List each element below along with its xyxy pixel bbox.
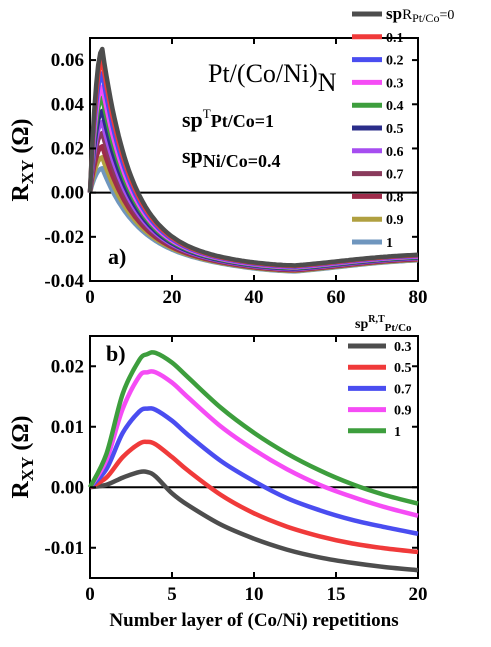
y-tick-label: -0.04 [44, 271, 84, 292]
series-line-1 [87, 350, 419, 506]
y-tick-label: -0.02 [44, 227, 84, 248]
x-tick-label: 0 [85, 584, 95, 605]
panel-b-legend: spR,TPt/Co 0.3 0.5 0.7 0.9 1 [348, 314, 412, 440]
panel-a-ticks: 0 20 40 60 80 -0.04 -0.02 0.00 0.02 0.04 0.06 [44, 38, 428, 308]
panel-b-x-axis-label: Number layer of (Co/Ni) repetitions [109, 610, 398, 631]
legend-label: 0.6 [386, 145, 404, 160]
y-tick-label: 0.00 [51, 183, 84, 204]
legend-label: 0.4 [386, 99, 404, 114]
series-line-0.9 [88, 369, 419, 518]
y-tick-label: 0.04 [51, 94, 85, 115]
legend-label: 0.1 [386, 31, 404, 46]
panel-a-y-axis-label: RXY (Ω) [8, 118, 37, 201]
legend-label: 0.2 [386, 54, 404, 69]
legend-label: 0.8 [386, 190, 404, 205]
x-tick-label: 80 [409, 287, 428, 308]
y-tick-label: 0.02 [51, 138, 84, 159]
panel-a-curves [87, 46, 419, 274]
series-line-0 [87, 46, 419, 268]
legend-label: 0.3 [394, 340, 412, 355]
legend-label: 0.5 [394, 361, 412, 376]
x-tick-label: 10 [245, 584, 264, 605]
legend-label: 1 [386, 236, 393, 251]
panel-a-label: a) [108, 244, 126, 269]
panel-b-y-axis-label: RXY (Ω) [8, 415, 37, 498]
series-line-0.5 [88, 439, 419, 555]
x-tick-label: 15 [327, 584, 346, 605]
legend-label: 0.9 [394, 404, 412, 419]
legend-label: 1 [394, 425, 401, 440]
x-tick-label: 20 [409, 584, 428, 605]
panel-a: 0 20 40 60 80 -0.04 -0.02 0.00 0.02 0.04 0.06 a) P… [8, 4, 454, 308]
series-line-0.7 [88, 406, 419, 537]
x-tick-label: 60 [327, 287, 346, 308]
y-tick-label: 0.01 [51, 417, 84, 438]
annotation-sp-t: spTPt/Co=1 [182, 106, 274, 132]
panel-b-label: b) [106, 341, 126, 366]
legend-label: 0.7 [394, 382, 412, 397]
panel-b: 0 5 10 15 20 -0.01 0.00 0.01 0.02 b) RXY (Ω) Num… [8, 314, 428, 631]
legend-label: 0.5 [386, 122, 404, 137]
legend-label: 0.7 [386, 168, 404, 183]
panel-b-curves [87, 350, 419, 573]
panel-a-title: Pt/(Co/Ni)N [208, 59, 337, 97]
series-line-0.3 [89, 469, 419, 573]
legend-title: spR,TPt/Co [355, 314, 412, 334]
y-tick-label: 0.02 [51, 356, 84, 377]
x-tick-label: 20 [163, 287, 182, 308]
annotation-sp-ni: spNi/Co=0.4 [182, 143, 281, 171]
legend-label: 0.9 [386, 213, 404, 228]
panel-b-frame [89, 335, 419, 579]
y-tick-label: 0.06 [51, 50, 84, 71]
x-tick-label: 40 [245, 287, 264, 308]
x-tick-label: 5 [167, 584, 177, 605]
y-tick-label: 0.00 [51, 477, 84, 498]
legend-label: spRPt/Co=0 [386, 4, 454, 25]
y-tick-label: -0.01 [44, 538, 84, 559]
panel-a-legend: spRPt/Co=0 0.1 0.2 0.3 0.4 0.5 0.6 0.7 0.8 0.9 1 [352, 4, 454, 251]
legend-label: 0.3 [386, 76, 404, 91]
x-tick-label: 0 [85, 287, 95, 308]
panel-b-ticks: 0 5 10 15 20 -0.01 0.00 0.01 0.02 [44, 336, 428, 605]
